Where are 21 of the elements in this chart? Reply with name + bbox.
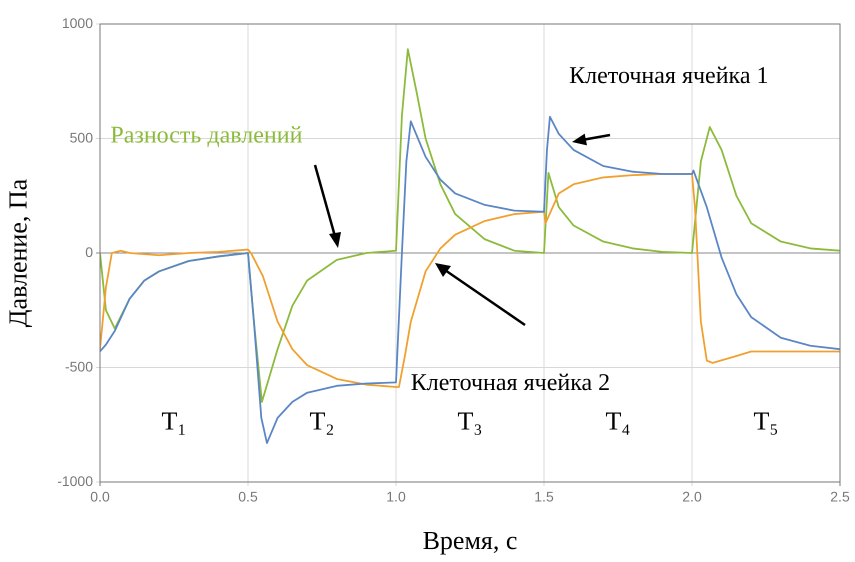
x-tick-label: 1.5 xyxy=(534,488,554,504)
x-tick-label: 1.0 xyxy=(386,488,406,504)
annotation: T₁ xyxy=(162,406,186,436)
y-tick-label: 500 xyxy=(70,129,94,146)
series-label: Клеточная ячейка 2 xyxy=(410,370,610,396)
x-axis-title: Время, с xyxy=(422,526,518,556)
y-tick-label: 1000 xyxy=(62,14,94,31)
y-tick-label: -500 xyxy=(64,358,94,374)
x-tick-label: 0.0 xyxy=(90,488,110,504)
annotation: T₂ xyxy=(310,406,334,436)
annotation: T₄ xyxy=(606,406,630,436)
annotation: T₅ xyxy=(754,406,778,436)
y-tick-label: -1000 xyxy=(57,472,94,489)
x-tick-label: 0.5 xyxy=(238,488,258,504)
annotation: T₃ xyxy=(458,406,482,436)
x-tick-label: 2.0 xyxy=(682,488,702,504)
series-label: Клеточная ячейка 1 xyxy=(569,62,769,89)
text: Разность давлений xyxy=(110,122,303,149)
y-axis-title: Давление, Па xyxy=(3,178,32,328)
x-tick-label: 2.5 xyxy=(830,488,850,504)
y-tick-label: 0 xyxy=(85,244,94,260)
